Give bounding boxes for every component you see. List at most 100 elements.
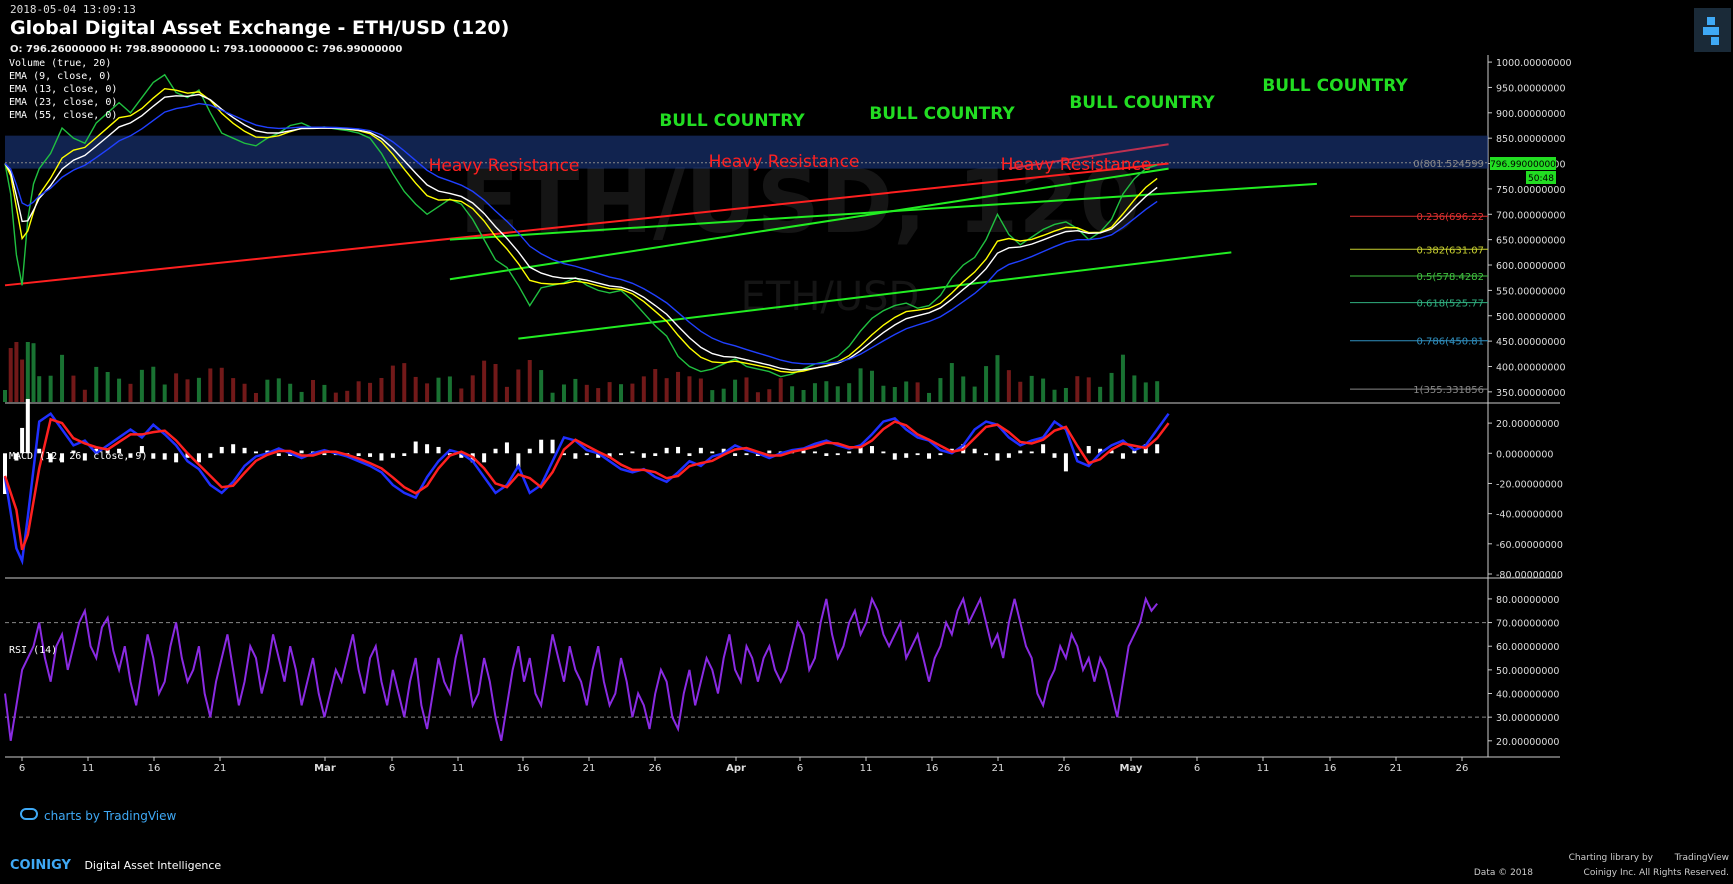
- volume-bar: [596, 388, 601, 402]
- macd-label[interactable]: MACD (12, 26, close, 9): [9, 451, 148, 462]
- ema-55-line: [4, 102, 1158, 365]
- volume-bar: [516, 369, 521, 402]
- x-tick-label: 16: [926, 763, 939, 774]
- volume-bar: [744, 377, 749, 402]
- coinigy-logo-icon[interactable]: [1694, 8, 1731, 52]
- macd-histogram-bar: [1098, 448, 1103, 454]
- volume-bar: [299, 391, 304, 402]
- volume-bar: [128, 383, 133, 402]
- volume-bar: [139, 369, 144, 402]
- volume-bar: [8, 348, 13, 402]
- indicator-ema-55[interactable]: EMA (55, close, 0): [9, 110, 118, 121]
- x-tick-label: 16: [148, 763, 161, 774]
- price-tick-label: 500.00000000: [1496, 312, 1566, 323]
- volume-bar: [949, 363, 954, 402]
- bull-country-3: BULL COUNTRY: [1069, 93, 1215, 113]
- macd-histogram-bar: [3, 453, 7, 495]
- fib-levels: 0(801.524599 0.236(696.22 0.382(631.07 0.5(…: [5, 159, 1488, 396]
- volume-bar: [3, 390, 7, 402]
- footer-tradingview[interactable]: TradingView: [1674, 853, 1729, 863]
- volume-bar: [470, 375, 475, 402]
- macd-signal-line: [3, 417, 1170, 551]
- price-tick-label: 550.00000000: [1496, 286, 1566, 297]
- volume-bar: [1098, 386, 1103, 402]
- trend-line: [4, 162, 1169, 287]
- volume-bar: [755, 392, 760, 402]
- volume-bar: [276, 378, 281, 402]
- price-tag: 796.99000000 50:48: [1490, 157, 1556, 184]
- trend-lines: [4, 143, 1317, 340]
- volume-bar: [676, 371, 681, 402]
- x-tick-label: 21: [992, 763, 1005, 774]
- macd-tick-label: -40.00000000: [1496, 510, 1563, 521]
- macd-histogram-bar: [253, 451, 258, 454]
- macd-histogram-bar: [299, 450, 304, 454]
- macd-histogram-bar: [516, 453, 521, 469]
- macd-histogram-bar: [265, 450, 270, 454]
- annotations: BULL COUNTRY BULL COUNTRY BULL COUNTRY B…: [429, 76, 1409, 176]
- volume-bar: [687, 376, 692, 402]
- trend-line: [518, 251, 1232, 340]
- macd-histogram-bar: [185, 453, 190, 458]
- macd-histogram-bar: [105, 448, 110, 454]
- rsi-tick-label: 50.00000000: [1496, 666, 1559, 677]
- volume-bar: [1155, 381, 1160, 402]
- indicator-ema-13[interactable]: EMA (13, close, 0): [9, 84, 118, 95]
- heavy-resistance-3: Heavy Resistance: [1001, 155, 1152, 175]
- macd-histogram-bar: [402, 453, 407, 456]
- macd-tick-label: 0.00000000: [1496, 449, 1553, 460]
- macd-histogram-bar: [710, 451, 715, 454]
- rsi-panel: [4, 595, 1488, 742]
- x-tick-label: 21: [1390, 763, 1403, 774]
- macd-histogram-bar: [927, 453, 932, 459]
- rsi-tick-label: 70.00000000: [1496, 619, 1559, 630]
- macd-histogram-bar: [664, 447, 669, 454]
- volume-bar: [664, 378, 669, 402]
- volume-bar: [984, 366, 989, 402]
- volume-bar: [812, 383, 817, 402]
- volume-bar: [425, 383, 430, 402]
- tradingview-credit-text: charts by TradingView: [44, 809, 177, 823]
- volume-bar: [402, 363, 407, 402]
- heavy-resistance-2: Heavy Resistance: [709, 152, 860, 172]
- macd-histogram-bar: [869, 446, 874, 454]
- volume-bar: [322, 384, 327, 402]
- rsi-tick-label: 40.00000000: [1496, 690, 1559, 701]
- macd-histogram-bar: [607, 453, 612, 458]
- x-tick-label: 16: [1324, 763, 1337, 774]
- tradingview-credit[interactable]: charts by TradingView: [20, 808, 176, 823]
- rsi-label[interactable]: RSI (14): [9, 645, 58, 656]
- macd-histogram-bar: [984, 453, 989, 456]
- price-tick-label: 900.00000000: [1496, 109, 1566, 120]
- ema-9-line: [4, 87, 1158, 374]
- price-tick-label: 600.00000000: [1496, 261, 1566, 272]
- volume-bar: [1018, 381, 1023, 402]
- volume-bar: [196, 377, 201, 402]
- macd-histogram-bar: [561, 453, 566, 456]
- macd-histogram-bar: [881, 451, 886, 454]
- indicator-ema-9[interactable]: EMA (9, close, 0): [9, 71, 112, 82]
- macd-histogram-bar: [721, 448, 726, 454]
- volume-bar: [527, 360, 532, 402]
- volume-bar: [972, 386, 977, 402]
- macd-line: [3, 411, 1170, 566]
- volume-bar: [345, 390, 350, 402]
- macd-histogram-bar: [139, 446, 144, 454]
- bull-country-4: BULL COUNTRY: [1262, 76, 1408, 96]
- rsi-tick-label: 80.00000000: [1496, 595, 1559, 606]
- macd-panel: [3, 398, 1170, 566]
- price-tick-label: 1000.00000000: [1496, 58, 1572, 69]
- macd-histogram-bar: [447, 453, 452, 456]
- footer-coinigy-rights: Coinigy Inc. All Rights Reserved.: [1583, 868, 1729, 878]
- macd-tick-label: -80.00000000: [1496, 570, 1563, 581]
- macd-histogram-bar: [208, 453, 213, 458]
- macd-histogram-bar: [892, 453, 897, 460]
- macd-histogram-bar: [755, 453, 760, 456]
- macd-histogram-bar: [196, 453, 201, 463]
- indicator-ema-23[interactable]: EMA (23, close, 0): [9, 97, 118, 108]
- macd-histogram-bar: [584, 453, 589, 456]
- volume-bar: [573, 378, 578, 402]
- macd-tick-label: -20.00000000: [1496, 479, 1563, 490]
- indicator-volume[interactable]: Volume (true, 20): [9, 58, 112, 69]
- coinigy-brand: COINIGY: [10, 858, 71, 873]
